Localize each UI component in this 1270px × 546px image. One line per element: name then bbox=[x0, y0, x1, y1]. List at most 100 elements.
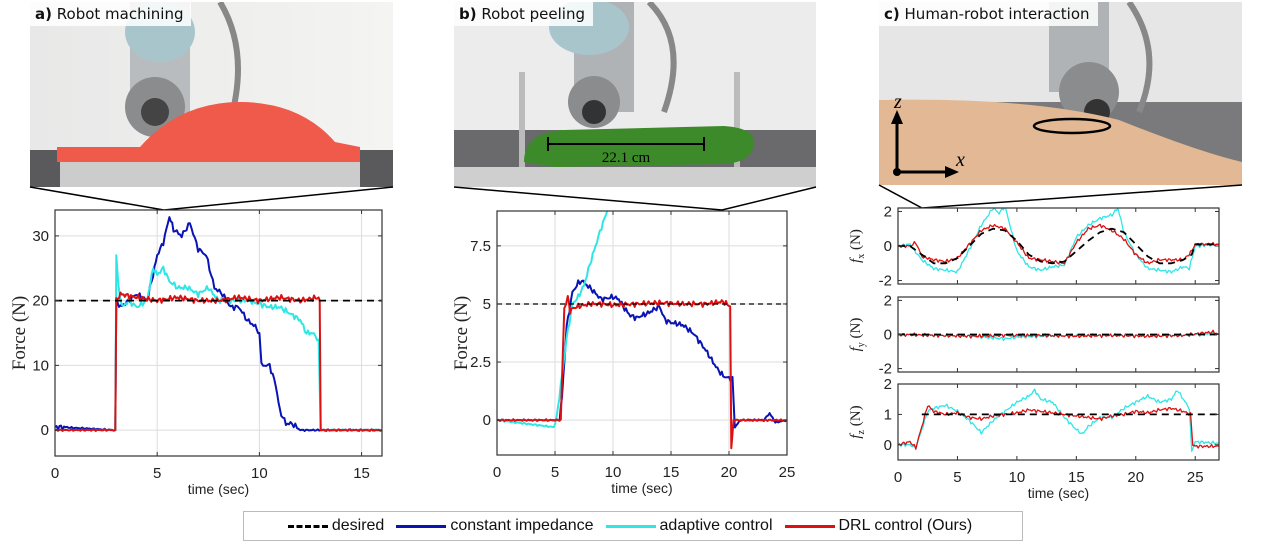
series-group bbox=[497, 211, 787, 450]
y-tick-label: 30 bbox=[32, 228, 49, 245]
y-tick-label: 2 bbox=[884, 292, 892, 309]
x-tick-label: 20 bbox=[721, 464, 738, 481]
panel-letter: b) bbox=[459, 5, 477, 23]
photo-robot-peeling: 22.1 cm b) Robot peeling bbox=[454, 2, 816, 187]
y-label-f: f bbox=[848, 345, 864, 351]
legend-item-drl-control: DRL control (Ours) bbox=[784, 517, 973, 535]
y-tick-label: 20 bbox=[32, 293, 49, 310]
series-group bbox=[55, 216, 382, 432]
y-label-unit: (N) bbox=[848, 405, 864, 430]
legend-label: DRL control (Ours) bbox=[838, 517, 973, 534]
y-tick-label: 0 bbox=[884, 327, 892, 344]
cucumber bbox=[524, 126, 754, 167]
plot-area bbox=[898, 384, 1219, 460]
series-group bbox=[898, 329, 1219, 342]
hri-scene-illustration: z x bbox=[879, 2, 1242, 185]
axes-box bbox=[897, 383, 1220, 461]
y-tick-label: 5 bbox=[483, 296, 491, 313]
y-label-f: f bbox=[848, 257, 864, 263]
series-line-adaptive-control bbox=[497, 211, 609, 429]
legend-label: desired bbox=[331, 517, 385, 534]
legend-label: adaptive control bbox=[659, 517, 773, 534]
y-label-subscript: y bbox=[856, 342, 867, 347]
x-axis-label: time (sec) bbox=[1028, 485, 1089, 501]
plot-area bbox=[55, 210, 382, 456]
y-tick-label: -2 bbox=[879, 273, 892, 290]
x-tick-label: 10 bbox=[1009, 469, 1026, 486]
y-tick-label: -2 bbox=[879, 361, 892, 378]
y-label-subscript: x bbox=[856, 254, 867, 259]
chart-c-fx: -2 0 2 fx (N) bbox=[848, 203, 1220, 290]
x-tick-label: 5 bbox=[153, 465, 161, 482]
panel-letter: c) bbox=[884, 5, 900, 23]
z-axis-label: z bbox=[893, 91, 902, 113]
photo-human-robot-interaction: z x c) Human-robot interaction bbox=[879, 2, 1242, 185]
y-axis-label: fy (N) bbox=[848, 318, 867, 352]
series-line-drl-control-ours bbox=[898, 223, 1219, 265]
x-tick-label: 0 bbox=[493, 464, 501, 481]
x-tick-label: 10 bbox=[605, 464, 622, 481]
x-tick-label: 5 bbox=[953, 469, 961, 486]
panel-label-b: b) Robot peeling bbox=[454, 2, 593, 26]
legend-swatch-adaptive-control bbox=[605, 524, 656, 528]
x-tick-label: 10 bbox=[251, 465, 268, 482]
y-axis-label: fz (N) bbox=[848, 405, 867, 438]
legend-swatch-constant-impedance bbox=[396, 524, 447, 528]
plot-area bbox=[497, 211, 787, 455]
circular-path bbox=[1032, 117, 1112, 135]
x-tick-label: 0 bbox=[51, 465, 59, 482]
panel-title: Robot peeling bbox=[481, 5, 585, 23]
legend-swatch-desired bbox=[287, 524, 328, 528]
y-tick-label: 7.5 bbox=[470, 238, 491, 255]
panel-title: Human-robot interaction bbox=[904, 5, 1090, 23]
y-tick-label: 2.5 bbox=[470, 354, 491, 371]
panel-title: Robot machining bbox=[56, 5, 184, 23]
series-line-adaptive-control bbox=[898, 208, 1219, 274]
panel-label-a: a) Robot machining bbox=[30, 2, 192, 26]
x-tick-label: 5 bbox=[551, 464, 559, 481]
y-tick-label: 10 bbox=[32, 357, 49, 374]
x-axis-label: time (sec) bbox=[611, 480, 672, 496]
y-tick-label: 0 bbox=[41, 422, 49, 439]
x-tick-label: 25 bbox=[779, 464, 796, 481]
y-axis-label: Force (N) bbox=[9, 296, 30, 370]
x-axis-label: time (sec) bbox=[188, 481, 249, 497]
y-tick-label: 1 bbox=[884, 406, 892, 423]
x-tick-label: 20 bbox=[1127, 469, 1144, 486]
y-axis-label: Force (N) bbox=[451, 296, 472, 370]
measurement-label: 22.1 cm bbox=[602, 150, 651, 166]
series-group bbox=[898, 388, 1219, 452]
zoom-connector-b bbox=[453, 186, 817, 211]
chart-b: 0 5 10 15 20 25 0 2.5 5 7.5 time (sec) Force (N) bbox=[451, 210, 796, 496]
x-tick-label: 0 bbox=[894, 469, 902, 486]
human-arm bbox=[879, 99, 1242, 185]
axes-box bbox=[496, 210, 788, 456]
zoom-connector-a bbox=[29, 186, 394, 211]
peeling-scene-illustration: 22.1 cm bbox=[454, 2, 816, 187]
chart-c-fz: 0 5 10 15 20 25 0 1 2 time (sec) fz (N) bbox=[848, 376, 1220, 501]
legend: desired constant impedance adaptive cont… bbox=[243, 511, 1023, 541]
y-tick-label: 0 bbox=[884, 437, 892, 454]
chart-c-fy: -2 0 2 fy (N) bbox=[848, 292, 1220, 378]
legend-label: constant impedance bbox=[450, 517, 594, 534]
axes-box bbox=[54, 209, 383, 457]
series-group bbox=[898, 208, 1219, 274]
y-axis-label: fx (N) bbox=[848, 229, 867, 263]
y-tick-label: 0 bbox=[884, 238, 892, 255]
y-label-f: f bbox=[848, 433, 864, 439]
chart-a: 0 5 10 15 0 10 20 30 time (sec) Force (N) bbox=[9, 209, 383, 497]
zoom-connector-c bbox=[878, 184, 1243, 209]
y-label-subscript: z bbox=[856, 429, 867, 434]
y-tick-label: 2 bbox=[884, 203, 892, 220]
x-axis-label: x bbox=[955, 149, 965, 171]
red-workpiece bbox=[57, 102, 360, 162]
legend-item-desired: desired bbox=[287, 517, 385, 535]
y-tick-label: 0 bbox=[483, 412, 491, 429]
x-tick-label: 25 bbox=[1187, 469, 1204, 486]
y-label-unit: (N) bbox=[848, 318, 864, 343]
y-tick-label: 2 bbox=[884, 376, 892, 393]
panel-letter: a) bbox=[35, 5, 52, 23]
x-tick-label: 15 bbox=[663, 464, 680, 481]
legend-item-constant-impedance: constant impedance bbox=[396, 517, 594, 535]
